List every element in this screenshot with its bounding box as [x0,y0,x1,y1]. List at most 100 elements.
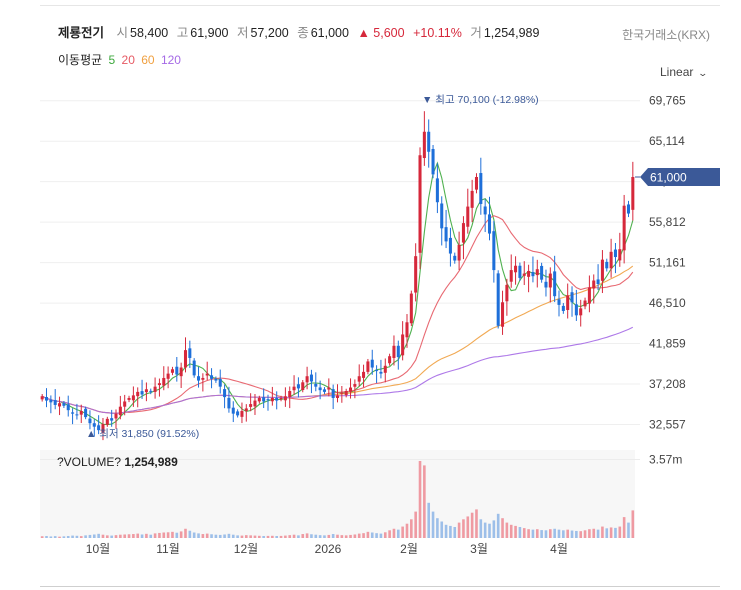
candle-body [461,223,465,243]
volume-bar [205,533,209,538]
candle-body [579,308,583,316]
volume-title-value: 1,254,989 [124,455,178,469]
candle-body [618,249,622,261]
close-label: 종 [297,26,309,40]
candle-body [370,359,374,368]
candle-body [409,293,413,324]
volume-bar [253,535,257,538]
volume-bar [223,534,226,538]
scale-selector[interactable]: Linear ⌄ [660,65,708,79]
volume-bar [631,510,635,538]
volume-bar [162,532,166,538]
volume-bar [457,522,461,538]
volume-bar [318,535,322,538]
candle-body [383,365,387,373]
candle-body [192,360,196,376]
candle-body [71,412,75,414]
volume-bar [310,534,313,538]
candle-body [301,382,305,391]
candle-body [66,404,70,411]
volume-bar [62,536,66,538]
volume-bar [49,536,53,538]
candle-body [418,155,422,253]
volume-bar [284,535,287,538]
volume-bar [71,535,74,538]
candle-body [101,424,105,433]
volume-bar [509,524,513,538]
volume-bar [418,461,422,538]
volume-bar [231,534,235,538]
volume-bar [362,533,365,538]
candle-body [631,177,635,210]
candle-body [357,376,361,382]
volume-bar [397,529,400,538]
volume-bar [171,531,174,538]
volume-bar [562,530,565,538]
change-percent: +10.11% [413,26,462,40]
candle-body [214,378,218,381]
volume-bar [518,527,522,538]
candle-body [283,396,287,401]
ma-5-label: 5 [108,53,116,67]
candle-body [344,391,348,396]
volume-bar [244,535,248,538]
candle-body [392,345,396,358]
candle-body [210,375,214,379]
volume-bar [431,511,435,538]
candle-body [236,411,240,416]
candle-body [162,377,166,386]
high-label: 고 [176,26,189,40]
volume-bar [158,532,161,538]
candle-body [75,414,79,416]
candle-body [379,371,383,374]
candle-body [279,397,283,400]
volume-bar [570,530,574,538]
x-axis-label: 10월 [86,542,110,556]
volume-title: ?VOLUME? 1,254,989 [57,455,178,469]
candle-body [58,403,62,407]
candle-body [84,408,88,418]
volume-bar [58,536,61,538]
exchange-label: 한국거래소(KRX) [622,28,710,42]
low-value: 57,200 [250,26,289,40]
candle-body [305,376,309,383]
candle-body [327,387,331,390]
volume-bar [475,509,478,538]
volume-bar [336,534,339,538]
candle-body [227,397,231,409]
candle-body [401,334,405,356]
last-price-label: 61,000 [650,171,687,185]
price-tick-label: 65,114 [649,134,685,148]
volume-bar [127,534,131,538]
volume-bar [218,534,222,538]
volume-bar [488,523,491,538]
volume-bar [214,534,218,538]
candle-body [197,376,201,381]
candle-body [123,401,127,407]
candle-body [205,373,209,376]
volume-bar [292,534,296,538]
volume-bar [470,512,474,538]
volume-bar [588,529,591,538]
bottom-divider [40,586,720,587]
candle-body [114,413,118,419]
volume-bar [527,529,530,538]
candle-body [405,322,409,338]
volume-bar [392,528,396,538]
volume-bar [401,526,404,538]
candle-body [509,270,513,282]
candle-body [175,366,179,375]
volume-bar [266,535,270,538]
candle-body [157,383,161,386]
candle-body [527,270,531,277]
price-tick-label: 32,557 [649,417,686,431]
volume-bar [605,528,609,538]
candle-body [622,205,626,251]
candle-body [557,299,561,305]
candle-body [483,206,487,215]
candle-body [514,265,518,273]
volume-bar [240,535,244,538]
candle-body [292,386,296,391]
candle-body [353,384,357,387]
